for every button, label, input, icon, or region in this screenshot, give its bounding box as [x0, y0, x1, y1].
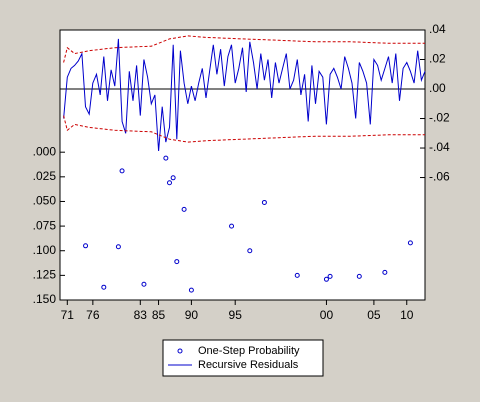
probability-point: [407, 240, 413, 246]
probability-point: [188, 287, 194, 293]
y-tick-label: .025: [33, 169, 57, 183]
legend-label: One-Step Probability: [198, 345, 300, 357]
probability-point: [294, 272, 300, 278]
probability-point: [83, 243, 89, 249]
x-tick-label: 76: [86, 308, 100, 322]
y2-tick-label: -.04: [429, 140, 450, 154]
probability-point: [167, 180, 172, 186]
probability-point: [115, 244, 121, 250]
probability-point: [323, 276, 329, 282]
x-tick-label: 95: [229, 308, 243, 322]
x-tick-label: 83: [134, 308, 148, 322]
y-tick-label: .075: [33, 218, 57, 232]
y2-tick-label: -.02: [429, 111, 450, 125]
probability-point: [163, 155, 169, 161]
residual-line: [63, 38, 426, 152]
probability-point: [170, 175, 176, 181]
y-tick-label: .050: [33, 194, 57, 208]
probability-point: [174, 259, 180, 265]
y2-tick-label: .04: [429, 22, 446, 36]
probability-point: [141, 281, 147, 287]
y-tick-label: .150: [33, 292, 57, 306]
y2-tick-label: .02: [429, 52, 446, 66]
x-tick-label: 10: [400, 308, 414, 322]
y2-tick-label: -.06: [429, 170, 450, 184]
legend-label: Recursive Residuals: [198, 359, 299, 371]
y-tick-label: .100: [33, 243, 57, 257]
probability-point: [101, 284, 107, 290]
probability-point: [382, 269, 388, 275]
x-tick-label: 00: [320, 308, 334, 322]
legend-marker: [177, 348, 183, 354]
probability-point: [261, 199, 267, 205]
confidence-band: [63, 35, 425, 63]
y2-tick-label: .00: [429, 81, 446, 95]
legend: [162, 339, 324, 377]
x-tick-label: 05: [367, 308, 381, 322]
probability-point: [119, 168, 125, 174]
probability-point: [181, 206, 187, 212]
confidence-band: [63, 115, 425, 143]
y-tick-label: .000: [33, 144, 57, 158]
x-tick-label: 71: [61, 308, 75, 322]
probability-point: [229, 223, 235, 229]
probability-point: [247, 248, 253, 254]
probability-point: [327, 273, 333, 279]
x-tick-label: 85: [152, 308, 166, 322]
x-tick-label: 90: [185, 308, 199, 322]
plot-area: [59, 29, 426, 301]
y-tick-label: .125: [33, 268, 57, 282]
probability-point: [356, 273, 362, 279]
